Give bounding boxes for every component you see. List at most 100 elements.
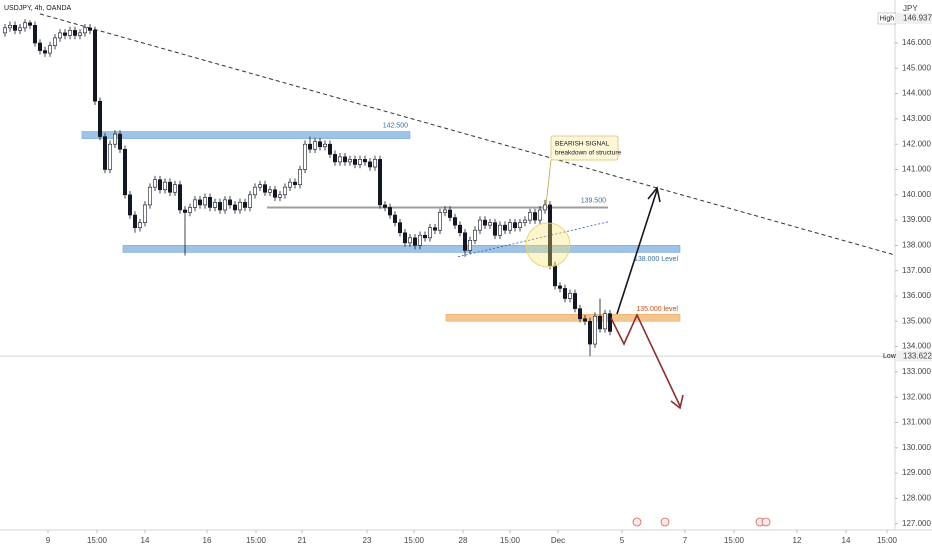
candle-body [357, 159, 362, 165]
candle-body [62, 32, 67, 36]
candle-body [552, 265, 557, 287]
candle-body [228, 199, 233, 206]
candle-body [73, 30, 78, 36]
candle-body [302, 143, 307, 170]
candle-body [407, 237, 412, 244]
candle-body [138, 222, 143, 228]
callout-text: BEARISH SIGNAL [555, 141, 610, 148]
candle-body [83, 27, 88, 34]
y-tick-label: 132.000 [902, 392, 931, 401]
candle-body [158, 179, 163, 191]
candle-body [332, 154, 337, 163]
candle-body [367, 161, 372, 168]
candle-body [427, 227, 432, 239]
candle-body [557, 285, 562, 289]
candle-body [532, 212, 537, 221]
candle-body [392, 214, 397, 223]
level-label: 142.500 [383, 122, 408, 129]
y-tick-label: 129.000 [902, 468, 931, 477]
candle-body [572, 293, 577, 309]
trendline [457, 221, 609, 258]
candle-body [143, 204, 148, 223]
candle-body [517, 222, 522, 228]
candle-body [422, 234, 427, 239]
candle-body [452, 217, 457, 226]
candle-body [103, 136, 108, 170]
candle-body [462, 232, 467, 251]
x-tick-label: 15:00 [87, 536, 108, 545]
level-label: 138.000 Level [634, 256, 678, 263]
candle-body [587, 320, 592, 345]
low-value: 133.622 [903, 351, 932, 360]
candle-body [153, 179, 158, 188]
candle-body [537, 209, 542, 221]
candle-body [183, 209, 188, 213]
candle-body [512, 222, 517, 228]
candle-body [282, 186, 287, 196]
candle-body [297, 169, 302, 185]
candle-body [168, 181, 173, 193]
candle-body [47, 45, 52, 54]
up-arrow [616, 186, 661, 315]
y-tick-label: 141.000 [902, 165, 931, 174]
candle-body [497, 224, 502, 236]
candle-body [57, 32, 62, 39]
candle-body [287, 181, 292, 188]
candle-body [8, 24, 13, 29]
candle-body [467, 240, 472, 251]
y-tick-label: 131.000 [902, 418, 931, 427]
candle-body [188, 207, 193, 213]
candle-body [597, 315, 602, 330]
candle-body [218, 202, 223, 211]
x-tick-label: 14 [141, 536, 150, 545]
y-tick-label: 135.000 [902, 316, 931, 325]
callout-box [550, 135, 619, 161]
candle-body [382, 204, 387, 208]
candle-body [78, 32, 83, 36]
y-tick-label: 137.000 [902, 266, 931, 275]
low-label: Low [883, 353, 897, 360]
candle-body [198, 199, 203, 206]
y-tick-label: 133.000 [902, 367, 931, 376]
x-tick-label: 12 [793, 536, 802, 545]
y-tick-label: 146.000 [902, 38, 931, 47]
bottom-icons [632, 517, 771, 527]
candle-body [337, 156, 342, 163]
candle-body [262, 184, 267, 193]
candle-body [173, 184, 178, 193]
highlight-circle [525, 222, 571, 268]
candle-body [113, 133, 118, 145]
x-tick-label: 28 [459, 536, 468, 545]
candle-body [362, 159, 367, 163]
candle-body [213, 202, 218, 208]
candle-body [492, 222, 497, 236]
x-tick-label: 15:00 [404, 536, 425, 545]
candle-body [377, 159, 382, 206]
candle-body [352, 159, 357, 165]
candle-body [233, 204, 238, 211]
high-value: 146.937 [903, 14, 932, 23]
candle-body [372, 159, 377, 168]
y-tick-label: 136.000 [902, 291, 931, 300]
level-zone [445, 313, 681, 322]
candle-body [123, 148, 128, 196]
candle-body [412, 237, 417, 246]
x-tick-label: Dec [551, 536, 565, 545]
candle-body [607, 313, 612, 332]
x-tick-label: 15:00 [246, 536, 267, 545]
candle-body [347, 159, 352, 163]
candle-body [118, 133, 123, 150]
candle-body [562, 288, 567, 299]
candle-body [163, 181, 168, 191]
candle-body [502, 224, 507, 231]
candle-body [577, 308, 582, 320]
candle-body [248, 194, 253, 208]
x-tick-label: 14 [842, 536, 851, 545]
candle-body [243, 202, 248, 208]
candle-body [387, 207, 392, 216]
trendline [39, 13, 896, 256]
candle-body [223, 199, 228, 211]
candle-body [477, 219, 482, 231]
candle-body [312, 141, 317, 150]
candle-body [128, 194, 133, 216]
